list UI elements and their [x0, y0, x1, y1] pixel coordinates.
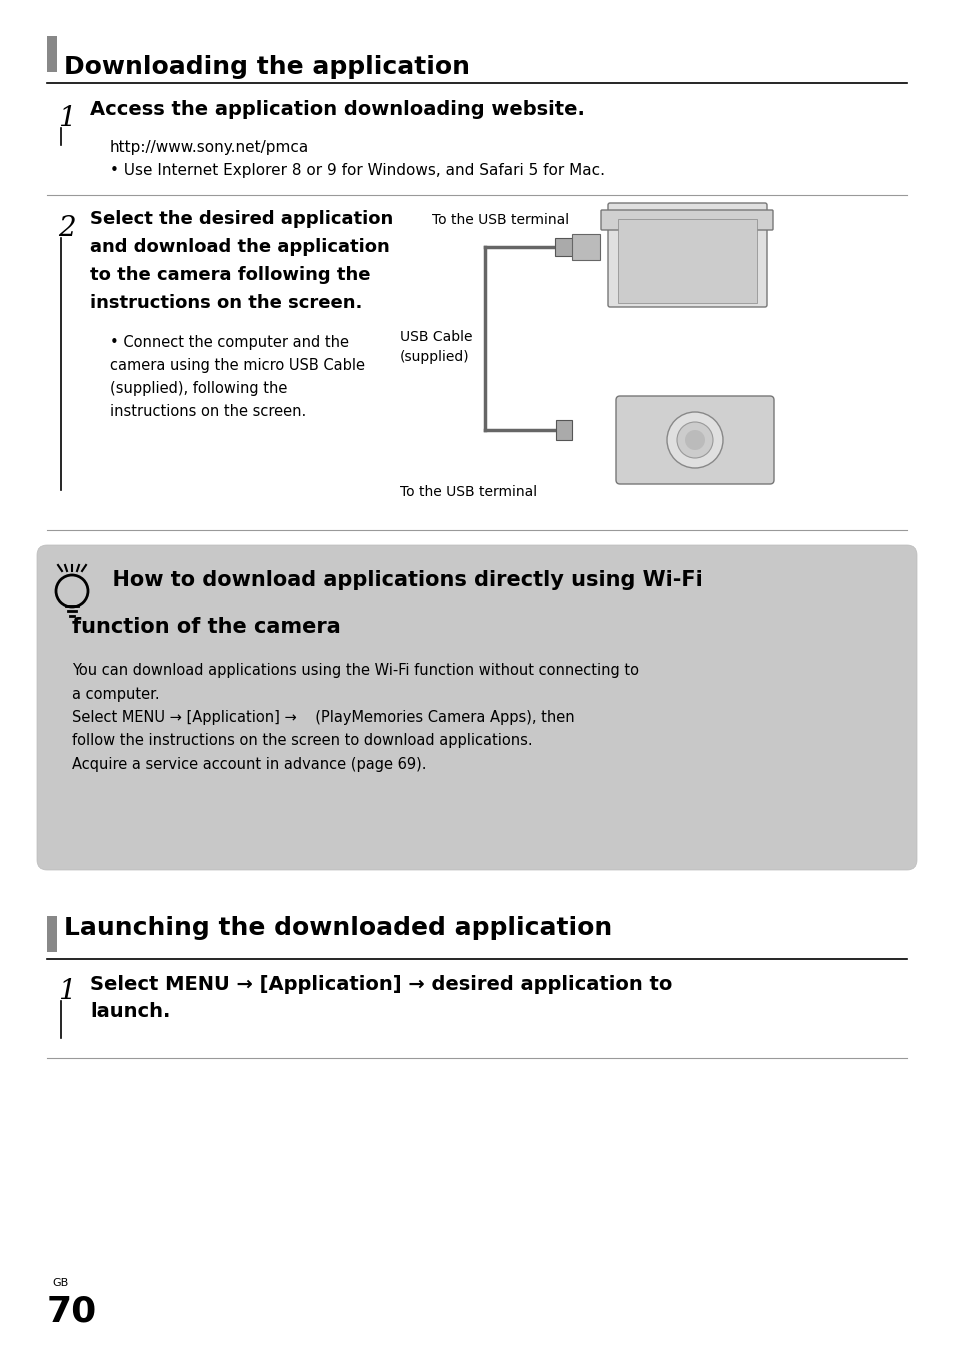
Text: 1: 1 — [58, 978, 75, 1005]
Text: 2: 2 — [58, 215, 75, 242]
Text: and download the application: and download the application — [90, 238, 390, 256]
Text: You can download applications using the Wi-Fi function without connecting to: You can download applications using the … — [71, 663, 639, 678]
FancyBboxPatch shape — [37, 545, 916, 870]
Bar — [555, 238, 573, 256]
Text: To the USB terminal: To the USB terminal — [399, 486, 537, 499]
Text: instructions on the screen.: instructions on the screen. — [90, 295, 362, 312]
Text: Acquire a service account in advance (page 69).: Acquire a service account in advance (pa… — [71, 757, 426, 772]
Text: function of the camera: function of the camera — [71, 617, 340, 638]
Bar — [556, 420, 572, 440]
Text: Select MENU → [Application] →    (PlayMemories Camera Apps), then: Select MENU → [Application] → (PlayMemor… — [71, 710, 574, 725]
Circle shape — [684, 430, 704, 451]
Text: 1: 1 — [58, 105, 75, 132]
Bar — [47, 916, 57, 952]
Text: Downloading the application: Downloading the application — [64, 55, 470, 79]
Bar — [47, 36, 57, 73]
Text: (supplied), following the: (supplied), following the — [110, 381, 287, 395]
Text: camera using the micro USB Cable: camera using the micro USB Cable — [110, 358, 365, 373]
Text: instructions on the screen.: instructions on the screen. — [110, 404, 306, 420]
Text: Select the desired application: Select the desired application — [90, 210, 393, 229]
Text: Select MENU → [Application] → desired application to
launch.: Select MENU → [Application] → desired ap… — [90, 975, 672, 1021]
FancyBboxPatch shape — [600, 210, 772, 230]
Text: GB: GB — [52, 1278, 69, 1289]
Text: How to download applications directly using Wi-Fi: How to download applications directly us… — [98, 570, 702, 590]
Text: To the USB terminal: To the USB terminal — [432, 213, 569, 227]
FancyBboxPatch shape — [607, 203, 766, 307]
Text: • Use Internet Explorer 8 or 9 for Windows, and Safari 5 for Mac.: • Use Internet Explorer 8 or 9 for Windo… — [110, 163, 604, 178]
Text: • Connect the computer and the: • Connect the computer and the — [110, 335, 349, 350]
Circle shape — [666, 412, 722, 468]
Bar — [618, 219, 757, 303]
Text: to the camera following the: to the camera following the — [90, 266, 370, 284]
Text: USB Cable
(supplied): USB Cable (supplied) — [399, 330, 472, 363]
Bar — [572, 234, 599, 260]
FancyBboxPatch shape — [616, 395, 773, 484]
Text: Access the application downloading website.: Access the application downloading websi… — [90, 100, 584, 118]
Text: http://www.sony.net/pmca: http://www.sony.net/pmca — [110, 140, 309, 155]
Text: follow the instructions on the screen to download applications.: follow the instructions on the screen to… — [71, 733, 532, 748]
Text: Launching the downloaded application: Launching the downloaded application — [64, 916, 612, 940]
Circle shape — [677, 422, 712, 459]
Text: 70: 70 — [47, 1295, 97, 1329]
Text: a computer.: a computer. — [71, 687, 159, 702]
